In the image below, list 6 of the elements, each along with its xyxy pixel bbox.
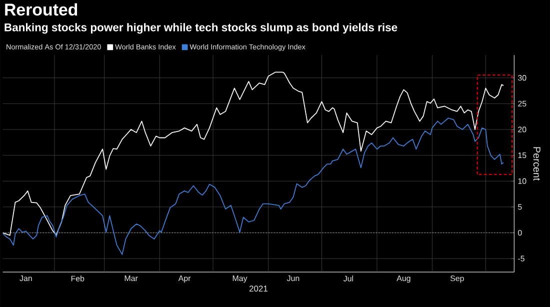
chart-subtitle: Banking stocks power higher while tech stocks slump as bond yields rise [4, 22, 398, 34]
chart-title: Rerouted [5, 2, 78, 16]
y-axis-title: Percent [533, 147, 540, 180]
x-axis-title: 2021 [249, 285, 268, 292]
line-series [2, 117, 504, 255]
line-series [2, 71, 504, 236]
